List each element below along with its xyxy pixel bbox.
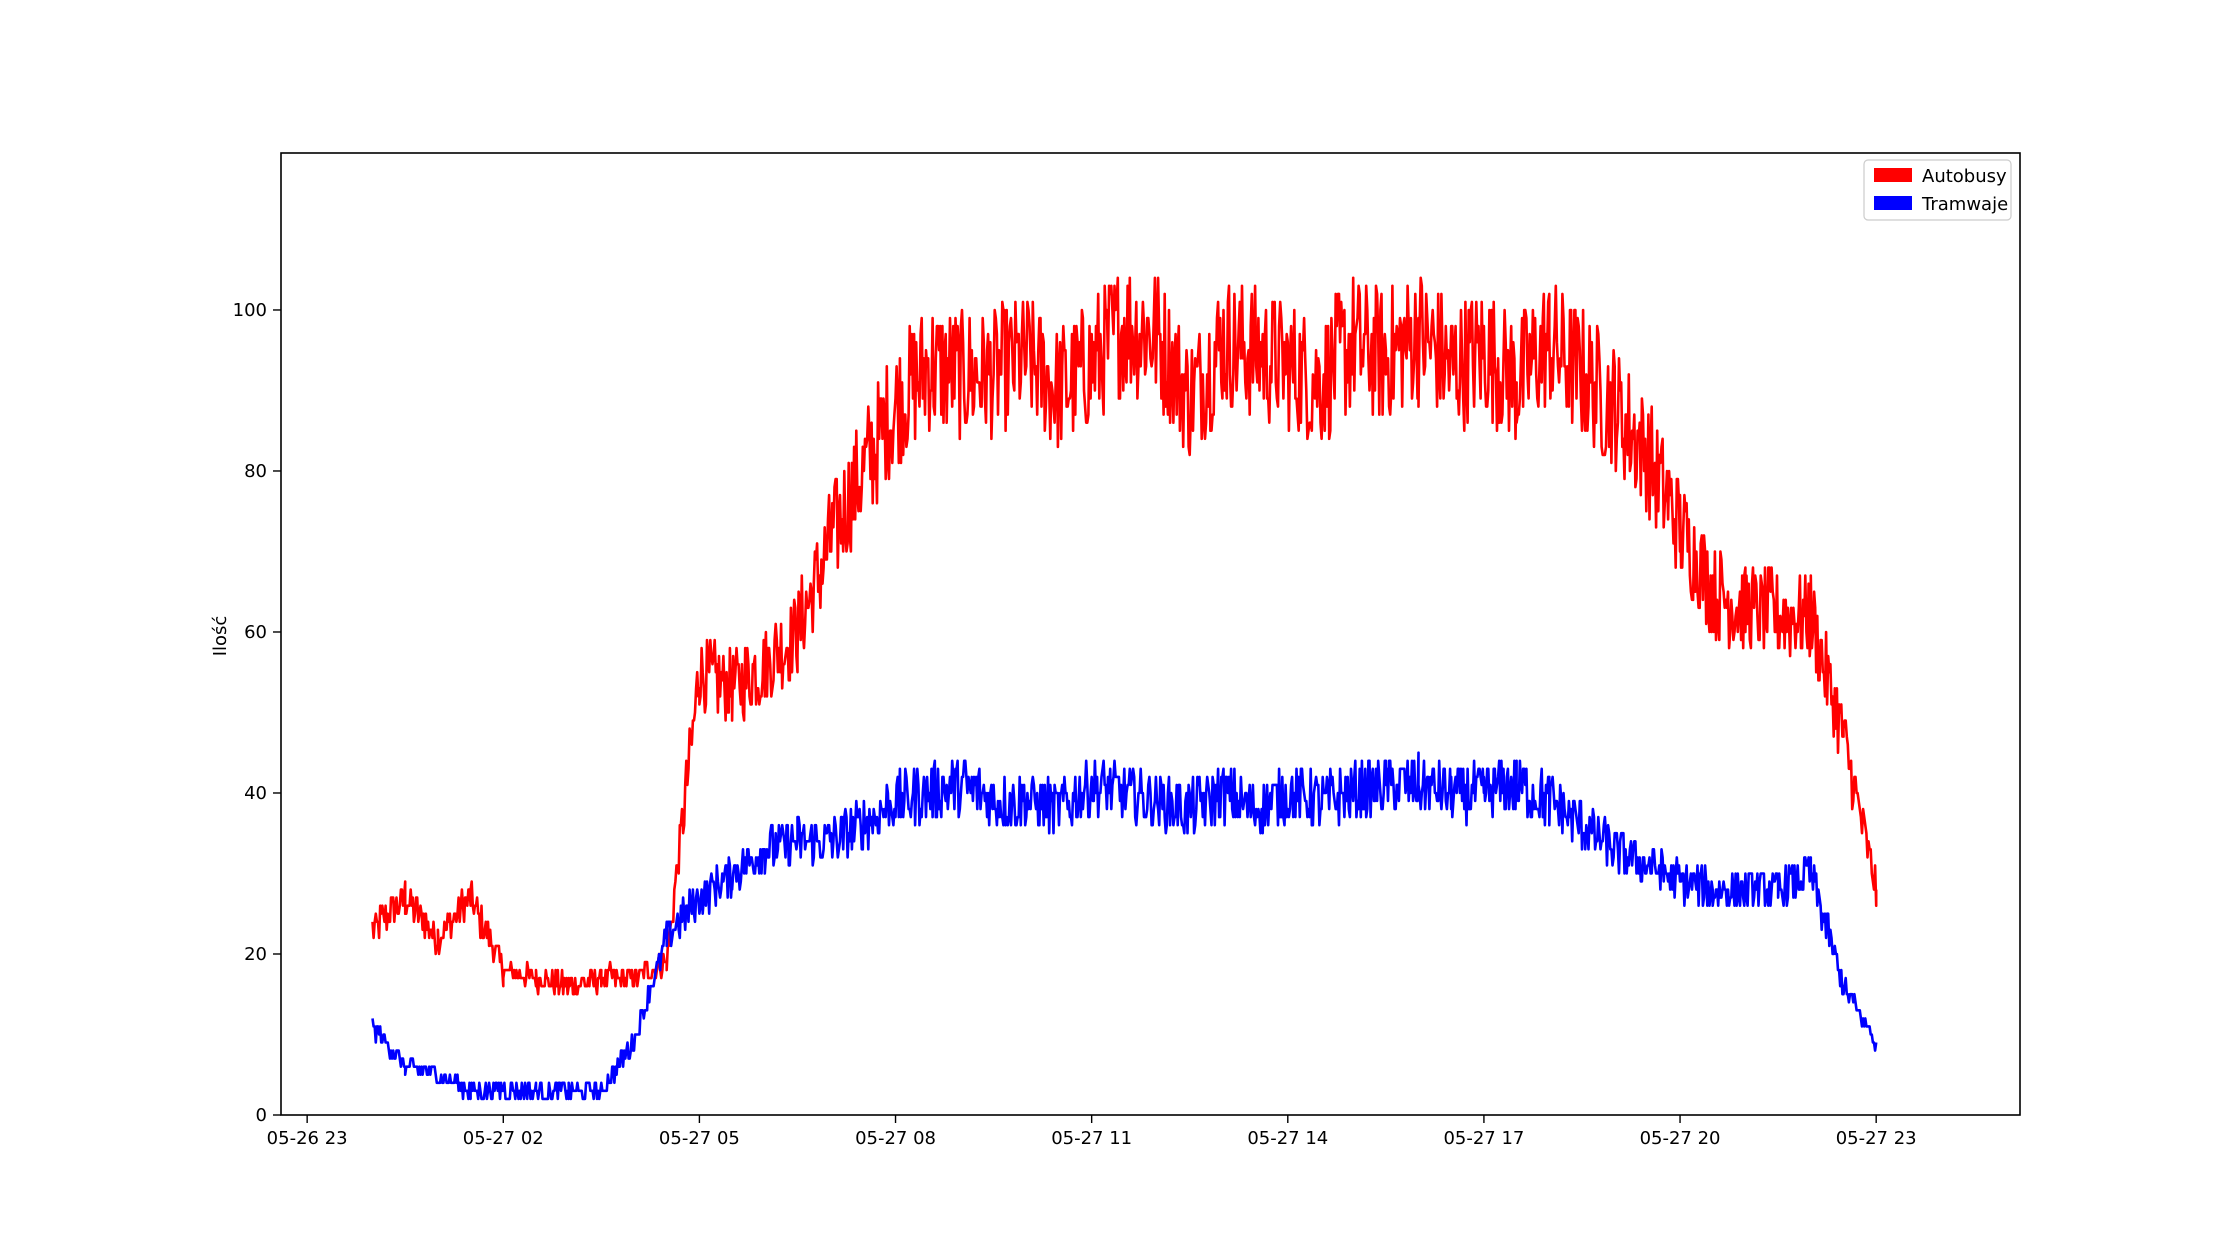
y-tick-label: 20 — [244, 944, 267, 965]
y-tick-label: 60 — [244, 622, 267, 643]
y-tick-label: 40 — [244, 783, 267, 804]
x-tick-label: 05-27 20 — [1640, 1128, 1721, 1149]
x-tick-label: 05-27 23 — [1836, 1128, 1917, 1149]
x-tick-label: 05-27 14 — [1247, 1128, 1328, 1149]
legend-label-autobusy: Autobusy — [1922, 166, 2007, 187]
plot-frame — [280, 152, 2021, 1116]
x-tick-label: 05-27 08 — [855, 1128, 936, 1149]
legend: Autobusy Tramwaje — [1863, 159, 2012, 221]
legend-swatch-tramwaje — [1874, 196, 1912, 210]
y-axis-label: Ilość — [210, 616, 231, 657]
y-axis: 0 20 40 60 80 100 — [233, 300, 281, 1126]
x-tick-label: 05-27 17 — [1443, 1128, 1524, 1149]
legend-swatch-autobusy — [1874, 168, 1912, 182]
x-tick-label: 05-27 11 — [1051, 1128, 1132, 1149]
legend-label-tramwaje: Tramwaje — [1921, 194, 2008, 215]
y-tick-label: 100 — [233, 300, 267, 321]
series-line-tramwaje — [371, 751, 1878, 1101]
x-tick-label: 05-26 23 — [267, 1128, 348, 1149]
y-tick-label: 80 — [244, 461, 267, 482]
plot-lines — [371, 276, 1878, 1101]
series-line-autobusy — [371, 276, 1878, 996]
x-tick-label: 05-27 05 — [659, 1128, 740, 1149]
x-tick-label: 05-27 02 — [463, 1128, 544, 1149]
x-axis: 05-26 23 05-27 02 05-27 05 05-27 08 05-27 11… — [267, 1115, 1917, 1149]
y-tick-label: 0 — [256, 1105, 267, 1126]
